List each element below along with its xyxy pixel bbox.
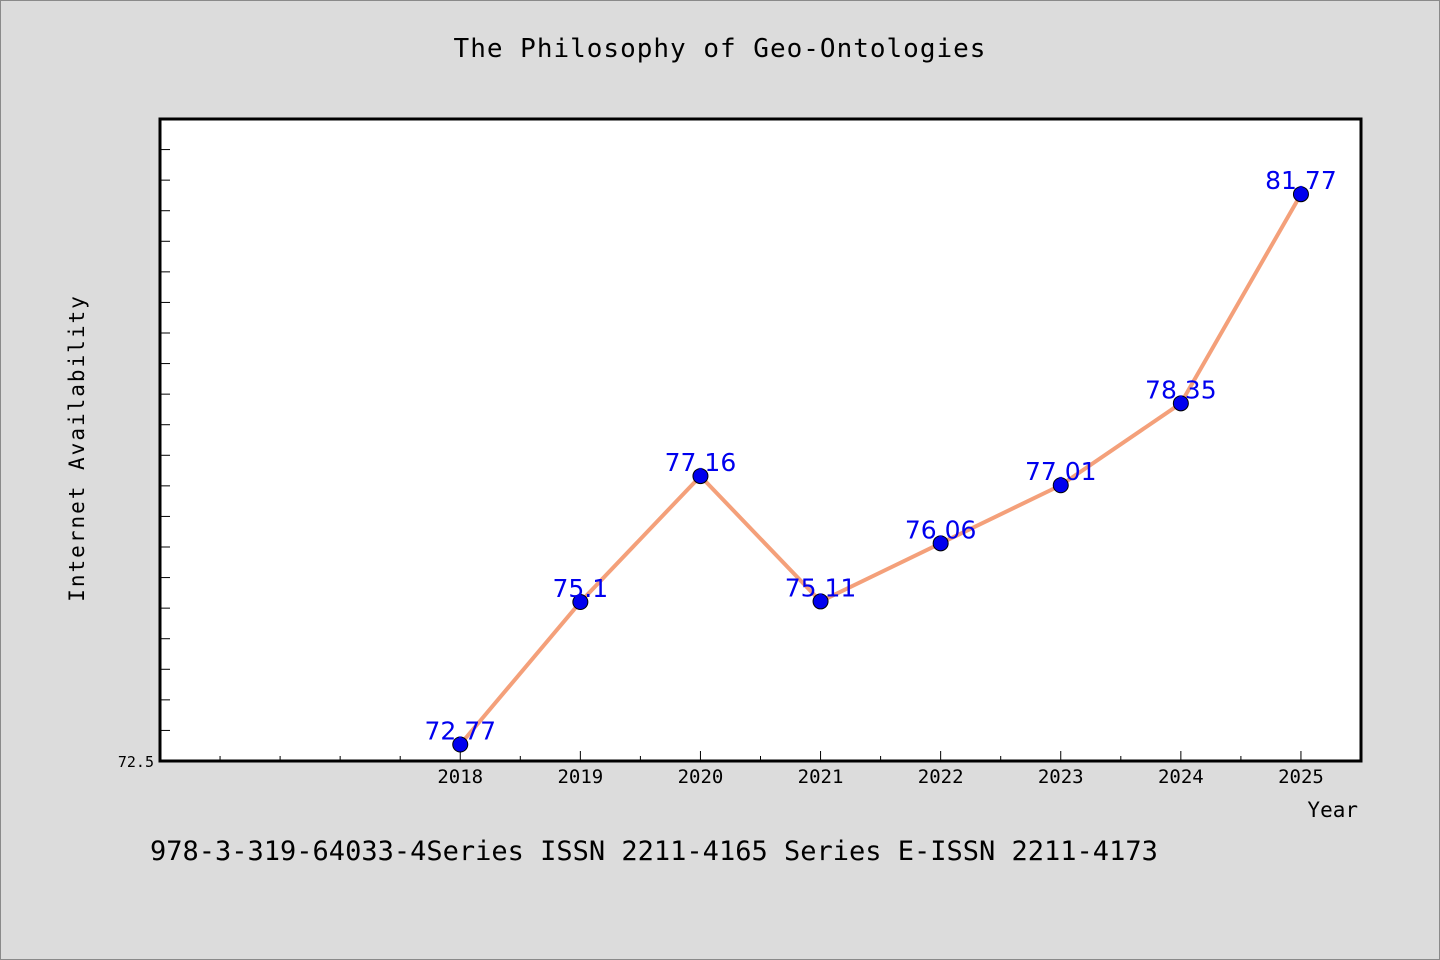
data-point: [812, 593, 829, 610]
data-point: [1292, 186, 1309, 203]
y-tick-label: 72.5: [118, 753, 154, 771]
data-point: [1052, 477, 1069, 494]
axis-ticks: [160, 149, 1302, 761]
marker-layer: [452, 186, 1309, 753]
x-tick-label: 2019: [557, 766, 603, 788]
footer-isbn-text: 978-3-319-64033-4Series ISSN 2211-4165 S…: [150, 836, 1158, 867]
data-label: 77.16: [665, 448, 737, 477]
data-point: [572, 594, 589, 611]
x-tick-label: 2021: [798, 766, 844, 788]
series-line-layer: [458, 193, 1303, 746]
plot-area: [160, 119, 1361, 761]
data-label: 76.06: [905, 515, 977, 544]
x-tick-label: 2024: [1158, 766, 1204, 788]
data-point: [452, 736, 469, 753]
data-label: 77.01: [1025, 457, 1097, 486]
data-label: 78.35: [1145, 375, 1217, 404]
data-label-layer: 72.77 75.1 77.16 75.11 76.06 77.01 78.35 81.77: [424, 166, 1336, 745]
x-axis-label: Year: [1307, 798, 1358, 822]
axis-text-layer: 72.5 2018 2019 2020 2021 2022 2023 2024 2025: [118, 753, 1324, 788]
data-label: 75.11: [785, 573, 857, 602]
data-point: [932, 535, 949, 552]
data-point: [692, 468, 709, 485]
y-axis-label: Internet Availability: [65, 294, 89, 602]
data-label: 72.77: [424, 716, 496, 745]
data-label: 81.77: [1265, 166, 1337, 195]
x-tick-label: 2018: [437, 766, 483, 788]
x-tick-label: 2025: [1278, 766, 1324, 788]
series-line: [458, 193, 1303, 746]
data-label: 75.1: [553, 574, 609, 603]
plot-border: [158, 117, 1363, 763]
data-point: [1172, 395, 1189, 412]
x-tick-label: 2020: [678, 766, 724, 788]
x-tick-label: 2022: [918, 766, 964, 788]
x-tick-label: 2023: [1038, 766, 1084, 788]
chart-title: The Philosophy of Geo-Ontologies: [453, 34, 987, 64]
